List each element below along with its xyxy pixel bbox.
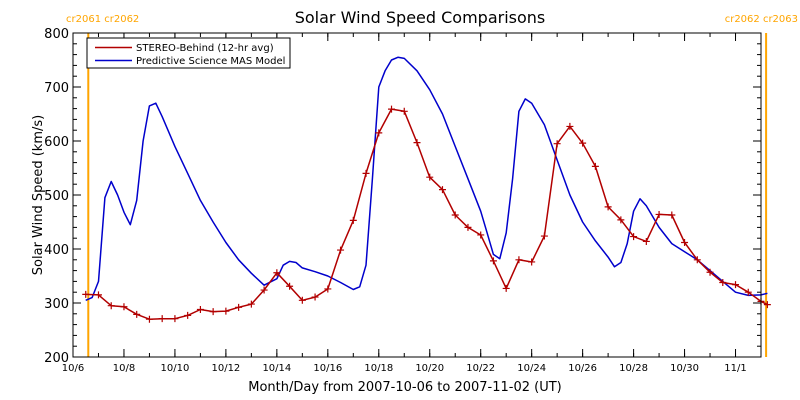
- series-0-point-36: [540, 232, 548, 240]
- y-tick-label-6: 800: [44, 27, 69, 42]
- series-0-point-41: [604, 203, 612, 211]
- series-0-point-9: [196, 305, 204, 313]
- series-0-point-47: [681, 239, 689, 247]
- series-0-point-13: [247, 300, 255, 308]
- x-tick-label-5: 10/16: [313, 363, 342, 374]
- series-0-point-50: [719, 278, 727, 286]
- series-0-point-52: [744, 288, 752, 296]
- x-tick-label-13: 11/1: [724, 363, 746, 374]
- axes-layer: 200 300 400 500 600 700 800 10/6 10/8 10/10 10/12 1…: [44, 27, 762, 374]
- series-0-point-28: [438, 186, 446, 194]
- legend-label-mas-model: Predictive Science MAS Model: [136, 56, 285, 67]
- series-0-point-6: [158, 315, 166, 323]
- series-0-point-38: [566, 122, 574, 130]
- series-0-point-35: [528, 258, 536, 266]
- series-0-point-2: [107, 302, 115, 310]
- series-0-point-42: [617, 216, 625, 224]
- series-0-point-5: [145, 315, 153, 323]
- y-tick-label-1: 300: [44, 297, 69, 312]
- x-tick-label-8: 10/22: [466, 363, 495, 374]
- y-tick-label-4: 600: [44, 135, 69, 150]
- series-0-point-18: [311, 293, 319, 301]
- series-0-point-48: [693, 256, 701, 264]
- series-0-point-34: [515, 256, 523, 264]
- series-0-point-4: [133, 310, 141, 318]
- series-0-point-8: [184, 311, 192, 319]
- carrington-marker-label-0: cr2061 cr2062: [66, 14, 139, 25]
- series-0-point-46: [668, 211, 676, 219]
- series-0-point-39: [579, 139, 587, 147]
- series-0-point-33: [502, 284, 510, 292]
- x-tick-label-12: 10/30: [670, 363, 699, 374]
- y-axis-title: Solar Wind Speed (km/s): [31, 115, 46, 275]
- x-tick-label-0: 10/6: [62, 363, 84, 374]
- legend: STEREO-Behind (12-hr avg) Predictive Sci…: [86, 37, 291, 69]
- series-0-point-0: [82, 290, 90, 298]
- x-tick-label-3: 10/12: [211, 363, 240, 374]
- x-tick-label-11: 10/28: [619, 363, 648, 374]
- series-0-point-1: [94, 291, 102, 299]
- series-0-point-45: [655, 210, 663, 218]
- y-tick-label-3: 500: [44, 189, 69, 204]
- series-0-point-37: [553, 140, 561, 148]
- series-0-point-3: [120, 303, 128, 311]
- x-tick-label-7: 10/20: [415, 363, 444, 374]
- x-tick-label-9: 10/24: [517, 363, 546, 374]
- series-0-point-51: [732, 281, 740, 289]
- y-tick-label-0: 200: [44, 351, 69, 366]
- series-0-point-21: [349, 216, 357, 224]
- y-tick-label-5: 700: [44, 81, 69, 96]
- series-0-point-43: [630, 233, 638, 241]
- series-0-point-27: [426, 173, 434, 181]
- series-layer: [82, 56, 771, 323]
- x-tick-label-4: 10/14: [262, 363, 291, 374]
- series-0-point-22: [362, 169, 370, 177]
- series-0-point-11: [222, 307, 230, 315]
- chart-title: Solar Wind Speed Comparisons: [295, 8, 546, 27]
- series-0-point-40: [591, 162, 599, 170]
- x-tick-label-1: 10/8: [113, 363, 135, 374]
- series-0-point-23: [375, 129, 383, 137]
- y-tick-label-2: 400: [44, 243, 69, 258]
- x-tick-label-2: 10/10: [161, 363, 190, 374]
- series-0-point-30: [464, 223, 472, 231]
- series-0-point-19: [324, 285, 332, 293]
- series-0-point-17: [298, 296, 306, 304]
- series-0-point-7: [171, 315, 179, 323]
- series-0-point-29: [451, 211, 459, 219]
- series-0-point-20: [337, 246, 345, 254]
- series-0-point-24: [388, 105, 396, 113]
- series-0-point-10: [209, 308, 217, 316]
- legend-box: [86, 37, 291, 69]
- x-axis-title: Month/Day from 2007-10-06 to 2007-11-02 …: [248, 380, 561, 395]
- series-0-point-44: [642, 237, 650, 245]
- x-tick-label-6: 10/18: [364, 363, 393, 374]
- series-line-1: [85, 56, 768, 301]
- series-0-point-16: [286, 282, 294, 290]
- carrington-marker-label-1: cr2062 cr2063: [725, 14, 798, 25]
- series-0-point-32: [489, 257, 497, 265]
- series-0-point-14: [260, 286, 268, 294]
- series-0-point-49: [706, 268, 714, 276]
- series-0-point-31: [477, 231, 485, 239]
- carrington-rotation-markers: cr2061 cr2062 cr2062 cr2063: [66, 14, 798, 357]
- series-0-point-12: [235, 303, 243, 311]
- x-tick-label-10: 10/26: [568, 363, 597, 374]
- series-0-point-54: [763, 301, 771, 309]
- series-0-point-25: [400, 107, 408, 115]
- series-0-point-26: [413, 139, 421, 147]
- legend-label-stereo: STEREO-Behind (12-hr avg): [136, 43, 274, 54]
- series-0-point-15: [273, 269, 281, 277]
